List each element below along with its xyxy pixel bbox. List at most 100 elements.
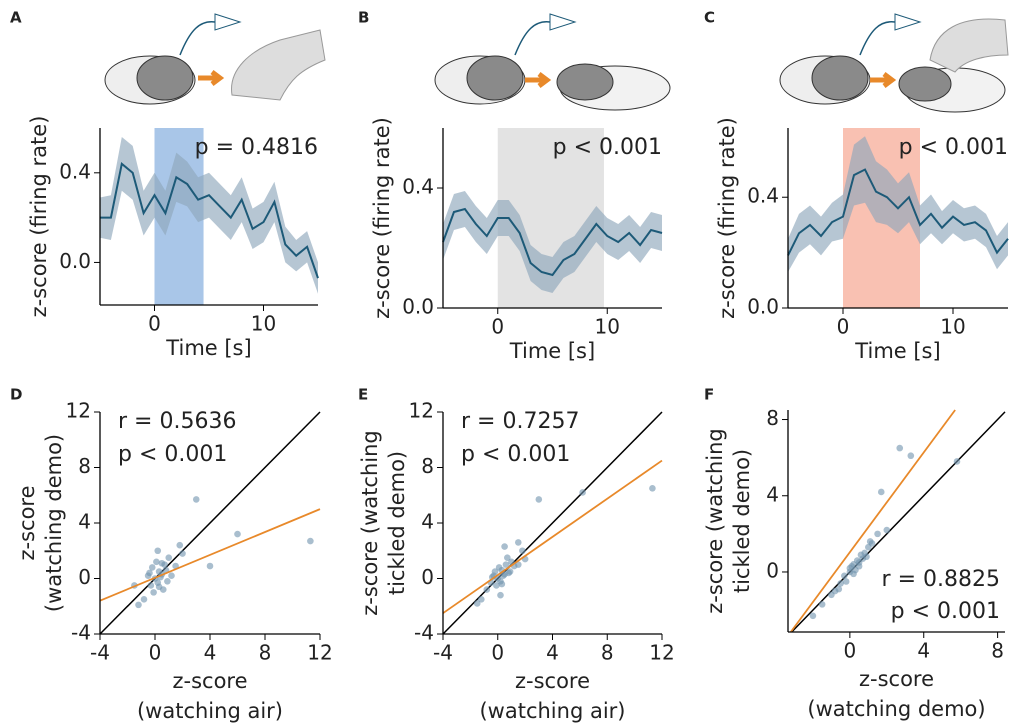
point	[155, 583, 163, 591]
x-axis-label: Time [s]	[854, 339, 940, 363]
annotation: p < 0.001	[899, 135, 1008, 160]
point	[841, 572, 848, 580]
point	[535, 496, 543, 503]
point	[234, 530, 241, 538]
point	[154, 547, 162, 555]
panel-letter: D	[10, 386, 22, 404]
x-tick-label: -4	[90, 641, 110, 665]
point	[514, 561, 522, 568]
x-tick-label: 0	[844, 639, 857, 663]
point	[158, 559, 166, 567]
y-tick-label: 12	[409, 399, 434, 423]
y-tick-label: 8	[78, 454, 91, 478]
x-tick-label: 4	[917, 639, 930, 663]
point	[473, 600, 481, 607]
x-tick-label: 8	[259, 641, 272, 665]
point	[504, 554, 511, 561]
point	[148, 564, 156, 571]
x-tick-label: 0	[491, 315, 504, 339]
point	[877, 488, 885, 496]
y-tick-label: 0.0	[747, 295, 779, 319]
x-tick-label: 10	[251, 312, 276, 336]
y-tick-label: 0	[766, 558, 779, 582]
y-tick-label: 0.4	[59, 159, 91, 183]
point	[953, 458, 961, 465]
identity-line	[99, 411, 321, 635]
x-axis-label: (watching air)	[137, 699, 283, 723]
x-axis-label: z-score	[859, 667, 934, 691]
annotation: p < 0.001	[891, 599, 1000, 624]
point	[506, 568, 514, 575]
y-axis-label: tickled demo)	[730, 449, 754, 593]
point	[192, 496, 200, 503]
point	[483, 586, 491, 593]
point	[147, 582, 155, 589]
y-tick-label: 8	[421, 454, 434, 478]
point	[579, 489, 586, 496]
y-axis-label: z-score (firing rate)	[27, 116, 51, 318]
error-band	[100, 136, 318, 294]
panel-letter: C	[704, 9, 715, 27]
mean-line	[100, 162, 319, 279]
point	[499, 572, 507, 580]
identity-line	[791, 411, 1006, 633]
point	[883, 526, 891, 534]
y-tick-label: 0.0	[59, 249, 91, 273]
x-tick-label: 0	[149, 641, 162, 665]
point	[179, 550, 186, 557]
fit-line	[442, 459, 663, 614]
panel-letter: B	[358, 9, 369, 27]
x-tick-label: 0	[837, 315, 850, 339]
x-axis-label: (watching air)	[479, 699, 625, 723]
point	[206, 562, 214, 570]
y-tick-label: 0.4	[747, 184, 779, 208]
y-tick-label: -4	[414, 621, 434, 645]
point	[850, 570, 857, 578]
annotation: r = 0.5636	[118, 409, 236, 434]
point	[176, 541, 184, 549]
panel-letter: A	[10, 9, 22, 27]
illustration-a	[104, 13, 326, 105]
point	[809, 612, 817, 620]
fit-line	[99, 508, 321, 602]
y-axis-label: z-score (watching	[358, 430, 382, 616]
point	[493, 582, 500, 589]
point	[866, 538, 874, 545]
y-tick-label: 8	[766, 406, 779, 430]
x-tick-label: 4	[204, 641, 217, 665]
y-axis-label: z-score (firing rate)	[715, 117, 739, 319]
y-tick-label: 0	[421, 565, 434, 589]
annotation: p < 0.001	[553, 135, 662, 160]
point	[307, 537, 314, 545]
y-axis-label: z-score	[15, 485, 39, 560]
point	[907, 452, 915, 460]
point	[828, 591, 835, 599]
panel-letter: E	[358, 386, 368, 404]
mean-line	[442, 207, 663, 277]
mean-line	[787, 168, 1009, 256]
annotation: r = 0.7257	[461, 409, 579, 434]
point	[853, 557, 861, 564]
y-tick-label: 4	[78, 510, 91, 534]
point	[842, 578, 850, 585]
point	[497, 591, 504, 599]
y-axis-label: tickled demo)	[385, 451, 409, 595]
x-axis-label: (watching demo)	[807, 697, 985, 721]
point	[498, 580, 506, 588]
point	[153, 558, 160, 566]
point	[168, 572, 175, 580]
point	[478, 596, 485, 603]
y-axis-label: (watching demo)	[42, 434, 66, 612]
y-tick-label: 0	[78, 565, 91, 589]
y-tick-label: 4	[421, 510, 434, 534]
annotation: p = 0.4816	[195, 135, 318, 160]
x-tick-label: 0	[148, 312, 161, 336]
y-tick-label: 12	[66, 399, 91, 423]
x-tick-label: 12	[649, 641, 674, 665]
illustration-c	[779, 13, 1009, 113]
y-tick-label: 4	[766, 482, 779, 506]
point	[146, 569, 153, 577]
x-tick-label: 8	[601, 641, 614, 665]
x-tick-label: 8	[991, 639, 1004, 663]
point	[150, 589, 157, 596]
